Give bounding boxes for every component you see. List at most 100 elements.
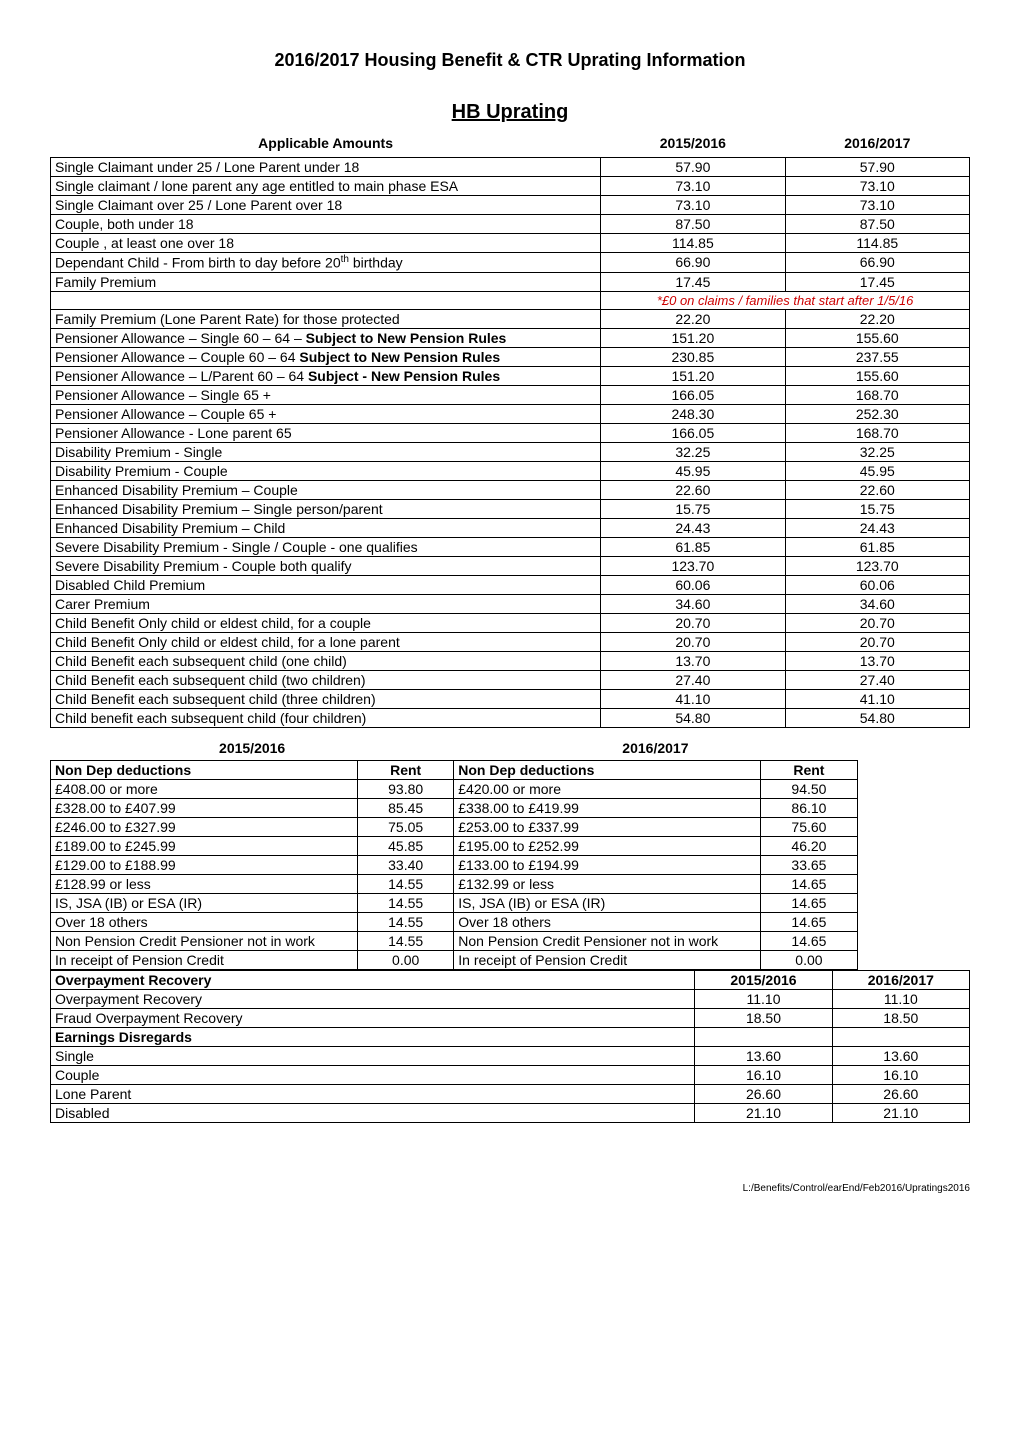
applicable-y2: 24.43 (785, 518, 969, 537)
applicable-y1: 166.05 (601, 423, 785, 442)
applicable-label: Enhanced Disability Premium – Single per… (51, 499, 601, 518)
nondep-header-desc-left: Non Dep deductions (51, 760, 358, 779)
applicable-y1: 27.40 (601, 670, 785, 689)
nondep-right-rent: 14.65 (761, 893, 857, 912)
nondep-left-desc: Over 18 others (51, 912, 358, 931)
nondep-right-desc: Non Pension Credit Pensioner not in work (454, 931, 761, 950)
applicable-y1: 32.25 (601, 442, 785, 461)
applicable-label: Child Benefit each subsequent child (thr… (51, 689, 601, 708)
applicable-y2: 155.60 (785, 328, 969, 347)
applicable-y2: 22.20 (785, 309, 969, 328)
tb3-y1 (695, 1027, 832, 1046)
tb3-y2: 18.50 (832, 1008, 969, 1027)
applicable-y1: 87.50 (601, 215, 785, 234)
applicable-y1: 34.60 (601, 594, 785, 613)
nondep-left-desc: In receipt of Pension Credit (51, 950, 358, 969)
applicable-label: Couple , at least one over 18 (51, 234, 601, 253)
nondep-right-desc: £338.00 to £419.99 (454, 798, 761, 817)
tb3-y2: 2016/2017 (832, 970, 969, 989)
nondep-right-rent: 94.50 (761, 779, 857, 798)
applicable-y1: 13.70 (601, 651, 785, 670)
applicable-y1: 57.90 (601, 158, 785, 177)
nondep-right-rent: 14.65 (761, 931, 857, 950)
applicable-y1: 73.10 (601, 196, 785, 215)
nondep-blank (857, 912, 970, 931)
applicable-label: Pensioner Allowance – Couple 65 + (51, 404, 601, 423)
applicable-y2: 60.06 (785, 575, 969, 594)
nondep-header-desc-right: Non Dep deductions (454, 760, 761, 779)
applicable-y2: 123.70 (785, 556, 969, 575)
applicable-y1: 17.45 (601, 272, 785, 291)
tb3-label: Fraud Overpayment Recovery (51, 1008, 695, 1027)
applicable-y1: 15.75 (601, 499, 785, 518)
nondep-left-desc: £408.00 or more (51, 779, 358, 798)
section-title: HB Uprating (50, 101, 970, 124)
nondep-left-desc: Non Pension Credit Pensioner not in work (51, 931, 358, 950)
applicable-y2: 13.70 (785, 651, 969, 670)
tb3-y2: 11.10 (832, 989, 969, 1008)
applicable-amounts-table: Applicable Amounts 2015/2016 2016/2017 S… (50, 134, 970, 728)
nondep-right-desc: IS, JSA (IB) or ESA (IR) (454, 893, 761, 912)
applicable-y1: 61.85 (601, 537, 785, 556)
applicable-y1: 166.05 (601, 385, 785, 404)
applicable-y1: 248.30 (601, 404, 785, 423)
applicable-y2: 168.70 (785, 385, 969, 404)
tb3-label: Overpayment Recovery (51, 989, 695, 1008)
tb3-y1: 11.10 (695, 989, 832, 1008)
nondep-blank (857, 893, 970, 912)
applicable-y2: 17.45 (785, 272, 969, 291)
applicable-y2: 41.10 (785, 689, 969, 708)
tb3-y1: 13.60 (695, 1046, 832, 1065)
tb3-y2: 13.60 (832, 1046, 969, 1065)
applicable-y1: 60.06 (601, 575, 785, 594)
nondep-right-rent: 14.65 (761, 912, 857, 931)
nondep-right-rent: 0.00 (761, 950, 857, 969)
nondep-left-desc: £128.99 or less (51, 874, 358, 893)
applicable-label: Single Claimant over 25 / Lone Parent ov… (51, 196, 601, 215)
applicable-y2: 45.95 (785, 461, 969, 480)
nondep-header-rent-left: Rent (358, 760, 454, 779)
applicable-y1: 20.70 (601, 632, 785, 651)
applicable-label: Pensioner Allowance – Single 60 – 64 – S… (51, 328, 601, 347)
nondep-year-right: 2016/2017 (454, 732, 857, 761)
nondep-blank (857, 855, 970, 874)
nondep-left-rent: 33.40 (358, 855, 454, 874)
applicable-label: Pensioner Allowance - Lone parent 65 (51, 423, 601, 442)
applicable-y2: 87.50 (785, 215, 969, 234)
nondep-right-rent: 46.20 (761, 836, 857, 855)
applicable-label: Single Claimant under 25 / Lone Parent u… (51, 158, 601, 177)
applicable-y1: 151.20 (601, 366, 785, 385)
tb3-y2: 21.10 (832, 1103, 969, 1122)
applicable-label: Couple, both under 18 (51, 215, 601, 234)
applicable-label: Pensioner Allowance – Single 65 + (51, 385, 601, 404)
applicable-y1: 22.20 (601, 309, 785, 328)
nondep-blank (857, 817, 970, 836)
nondep-blank (857, 874, 970, 893)
applicable-y1: 114.85 (601, 234, 785, 253)
applicable-label: Carer Premium (51, 594, 601, 613)
applicable-label: Single claimant / lone parent any age en… (51, 177, 601, 196)
nondep-right-desc: In receipt of Pension Credit (454, 950, 761, 969)
nondep-header-rent-right: Rent (761, 760, 857, 779)
page-title: 2016/2017 Housing Benefit & CTR Uprating… (50, 50, 970, 71)
applicable-y2: 20.70 (785, 632, 969, 651)
nondep-right-desc: £253.00 to £337.99 (454, 817, 761, 836)
nondep-left-desc: £189.00 to £245.99 (51, 836, 358, 855)
applicable-y2: 114.85 (785, 234, 969, 253)
applicable-y1: 24.43 (601, 518, 785, 537)
tb3-label: Overpayment Recovery (51, 970, 695, 989)
tb3-y1: 26.60 (695, 1084, 832, 1103)
tb3-y1: 16.10 (695, 1065, 832, 1084)
nondep-left-desc: £129.00 to £188.99 (51, 855, 358, 874)
nondep-blank (857, 931, 970, 950)
applicable-label: Family Premium (Lone Parent Rate) for th… (51, 309, 601, 328)
applicable-label: Disabled Child Premium (51, 575, 601, 594)
nondep-left-rent: 93.80 (358, 779, 454, 798)
tb3-y2: 16.10 (832, 1065, 969, 1084)
applicable-y1: 230.85 (601, 347, 785, 366)
applicable-y1: 73.10 (601, 177, 785, 196)
applicable-y2: 57.90 (785, 158, 969, 177)
applicable-y1: 45.95 (601, 461, 785, 480)
applicable-header-col3: 2016/2017 (785, 134, 969, 158)
tb3-y2: 26.60 (832, 1084, 969, 1103)
